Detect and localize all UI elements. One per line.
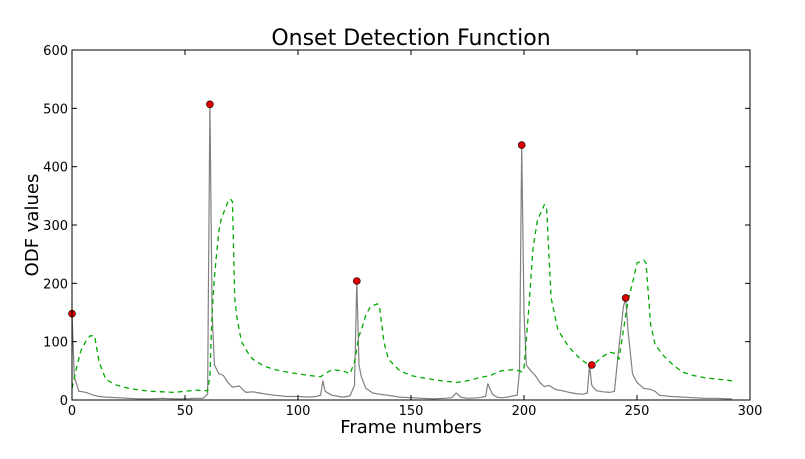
series-line-odf: [71, 103, 732, 400]
x-tick-label: 200: [512, 404, 537, 419]
x-tick-label: 0: [68, 404, 76, 419]
x-axis-label: Frame numbers: [340, 417, 481, 438]
x-tick-label: 100: [286, 404, 311, 419]
y-tick-label: 500: [43, 102, 68, 117]
y-tick-label: 100: [43, 336, 68, 351]
y-tick-label: 400: [43, 161, 68, 176]
y-tick-label: 600: [43, 44, 68, 59]
x-tick-label: 250: [625, 404, 650, 419]
x-tick-label: 300: [738, 404, 763, 419]
ticks-layer: 0 50 100 150 200 250 300 0 100 200 300 400 500 600: [43, 44, 762, 419]
y-tick-label: 300: [43, 219, 68, 234]
y-tick-label: 0: [60, 394, 68, 409]
onset-marker: [206, 100, 214, 109]
series-layer: [68, 100, 732, 400]
x-tick-label: 50: [177, 404, 194, 419]
plot-frame: [71, 49, 751, 401]
onset-marker: [352, 277, 361, 285]
chart-title: Onset Detection Function: [271, 26, 550, 51]
series-line-threshold: [71, 198, 732, 394]
y-axis-label: ODF values: [22, 174, 43, 277]
onset-marker: [587, 361, 596, 369]
x-tick-label: 150: [399, 404, 424, 419]
onset-marker: [621, 294, 630, 302]
y-tick-label: 200: [43, 277, 68, 292]
onset-marker: [517, 141, 526, 149]
